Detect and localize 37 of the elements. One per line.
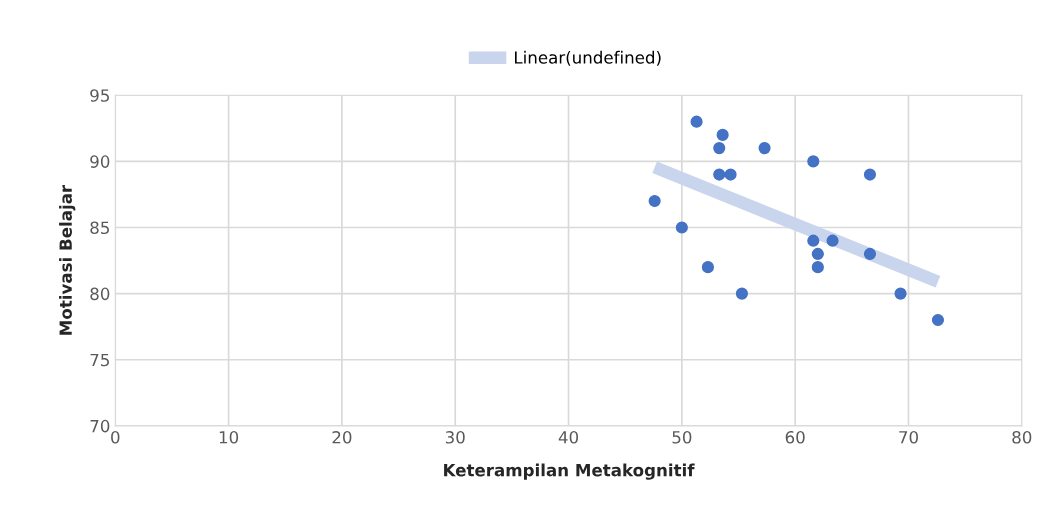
x-tick-label: 30 [445,431,465,444]
point [713,168,726,181]
x-tick-label: 0 [111,431,120,444]
y-axis-title: Motivasi Belajar [59,184,76,335]
point [758,142,771,155]
point [724,168,737,181]
x-tick-label: 80 [1012,431,1032,444]
x-tick-label: 50 [672,431,692,444]
point [826,234,839,247]
y-tick-label: 85 [90,221,109,235]
x-tick-label: 70 [899,431,918,444]
point [807,234,820,247]
y-tick-label: 95 [90,89,109,102]
x-tick-label: 60 [785,431,805,444]
point [811,247,824,260]
point [701,261,714,274]
point [713,142,726,155]
point [863,168,877,181]
point [690,115,703,128]
legend-label: Linear(undefined) [515,50,661,66]
point [863,247,877,260]
point [735,287,748,300]
x-tick-label: 40 [558,431,579,444]
x-tick-label: 20 [332,431,352,444]
point [931,313,945,327]
point [675,221,688,234]
y-tick-label: 80 [90,287,110,301]
y-tick-label: 75 [90,353,109,367]
x-axis-title: Keterampilan Metakognitif [444,463,695,480]
point [807,155,820,168]
y-tick-label: 90 [90,155,110,168]
point [811,261,824,274]
x-tick-label: 10 [219,431,239,444]
point [894,287,907,300]
point [648,194,661,208]
y-tick-label: 70 [90,419,110,433]
point [716,128,729,141]
